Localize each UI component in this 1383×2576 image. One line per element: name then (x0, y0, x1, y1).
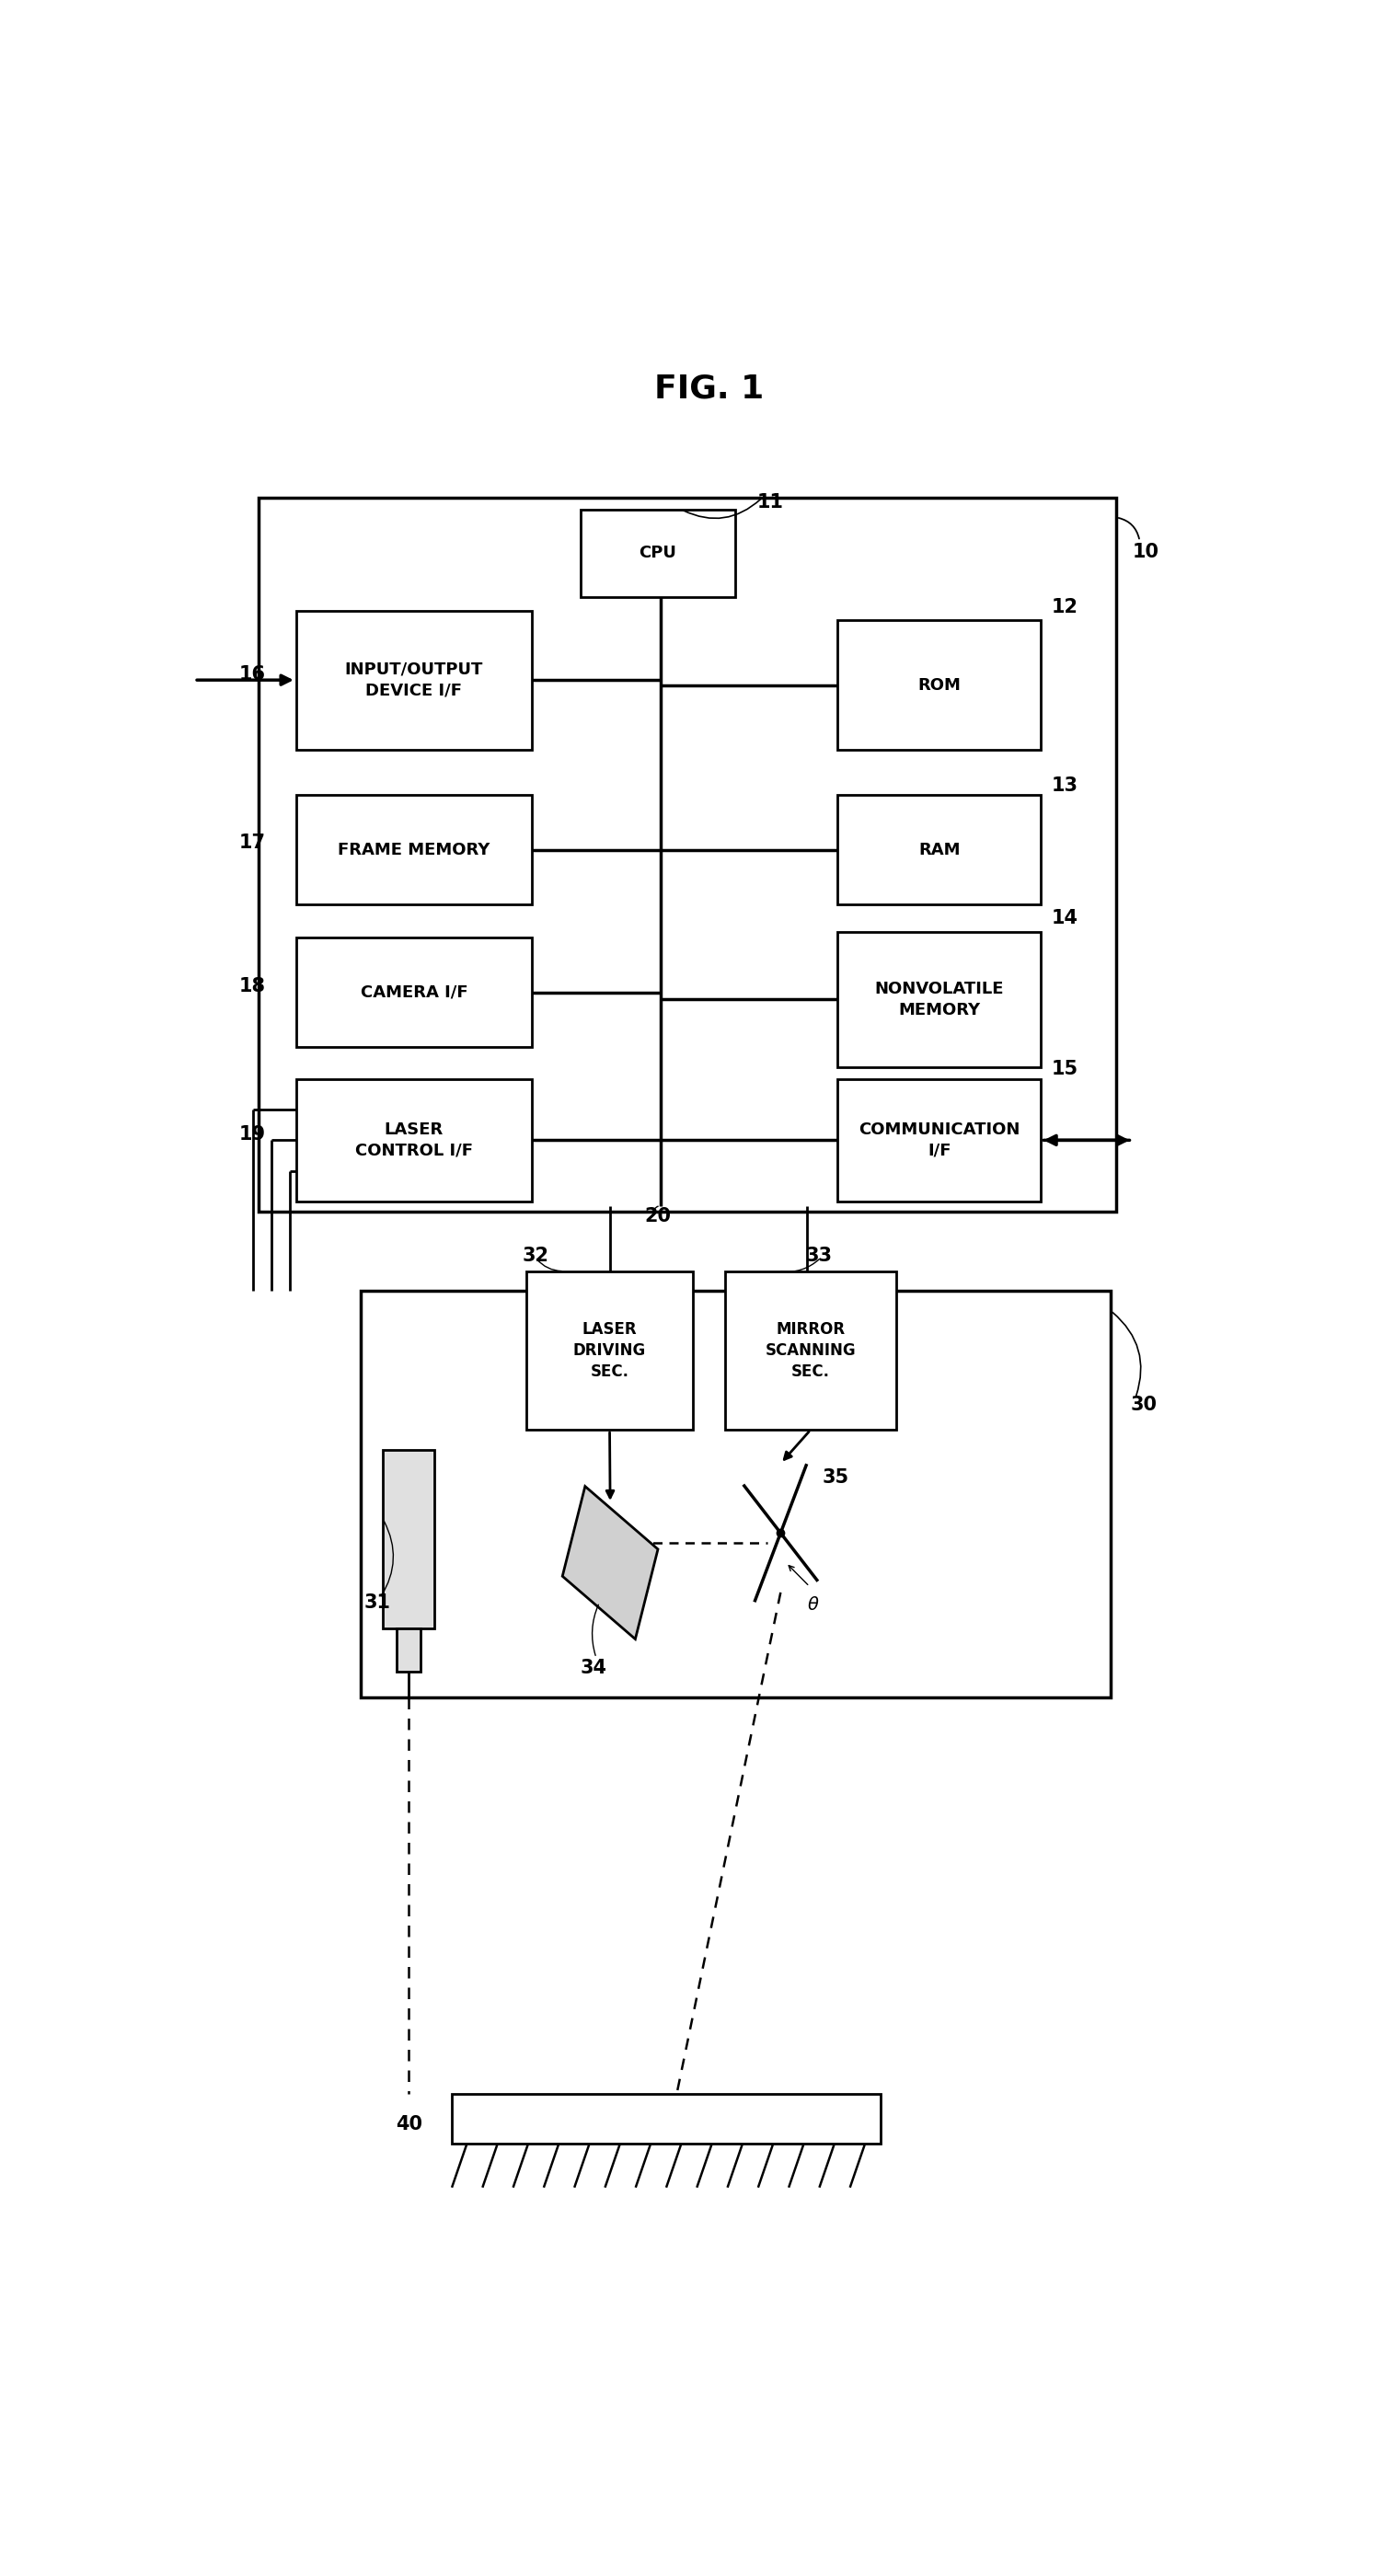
Text: 13: 13 (1052, 775, 1079, 796)
Text: NONVOLATILE
MEMORY: NONVOLATILE MEMORY (874, 981, 1004, 1018)
Text: 14: 14 (1052, 909, 1079, 927)
Text: COMMUNICATION
I/F: COMMUNICATION I/F (859, 1121, 1019, 1159)
Bar (383, 1450, 434, 1628)
Text: 40: 40 (396, 2115, 422, 2133)
Bar (397, 1628, 420, 1672)
Text: 32: 32 (523, 1247, 549, 1265)
Polygon shape (563, 1486, 658, 1638)
Text: MIRROR
SCANNING
SEC.: MIRROR SCANNING SEC. (765, 1321, 856, 1381)
Text: 19: 19 (239, 1126, 266, 1144)
Text: 10: 10 (1133, 544, 1159, 562)
Bar (838, 796, 1041, 904)
Text: 35: 35 (823, 1468, 849, 1486)
Bar (838, 933, 1041, 1066)
Bar (361, 1291, 1111, 1698)
Text: LASER
DRIVING
SEC.: LASER DRIVING SEC. (573, 1321, 646, 1381)
Bar (296, 1079, 532, 1200)
Text: INPUT/OUTPUT
DEVICE I/F: INPUT/OUTPUT DEVICE I/F (344, 662, 483, 698)
Bar (296, 938, 532, 1046)
Text: 12: 12 (1052, 598, 1079, 616)
Text: ROM: ROM (918, 677, 961, 693)
Text: CAMERA I/F: CAMERA I/F (361, 984, 467, 999)
Text: FIG. 1: FIG. 1 (654, 374, 763, 404)
Bar (259, 497, 1116, 1211)
Text: FRAME MEMORY: FRAME MEMORY (337, 842, 490, 858)
Text: 15: 15 (1052, 1061, 1079, 1079)
Text: 11: 11 (757, 492, 784, 510)
Bar (838, 1079, 1041, 1200)
Text: 16: 16 (239, 665, 266, 683)
Bar (296, 611, 532, 750)
Text: 31: 31 (364, 1595, 390, 1613)
Text: 17: 17 (239, 835, 266, 853)
Text: 18: 18 (239, 976, 266, 994)
Bar (296, 796, 532, 904)
Text: 30: 30 (1130, 1396, 1156, 1414)
Bar (527, 1270, 693, 1430)
Bar (581, 510, 736, 598)
Text: 20: 20 (644, 1206, 671, 1226)
Bar (451, 2094, 881, 2143)
Text: $\theta$: $\theta$ (808, 1597, 820, 1615)
Bar (838, 621, 1041, 750)
Text: CPU: CPU (639, 544, 676, 562)
Text: LASER
CONTROL I/F: LASER CONTROL I/F (355, 1121, 473, 1159)
Text: 34: 34 (581, 1659, 607, 1677)
Bar (725, 1270, 896, 1430)
Text: RAM: RAM (918, 842, 960, 858)
Text: 33: 33 (805, 1247, 833, 1265)
